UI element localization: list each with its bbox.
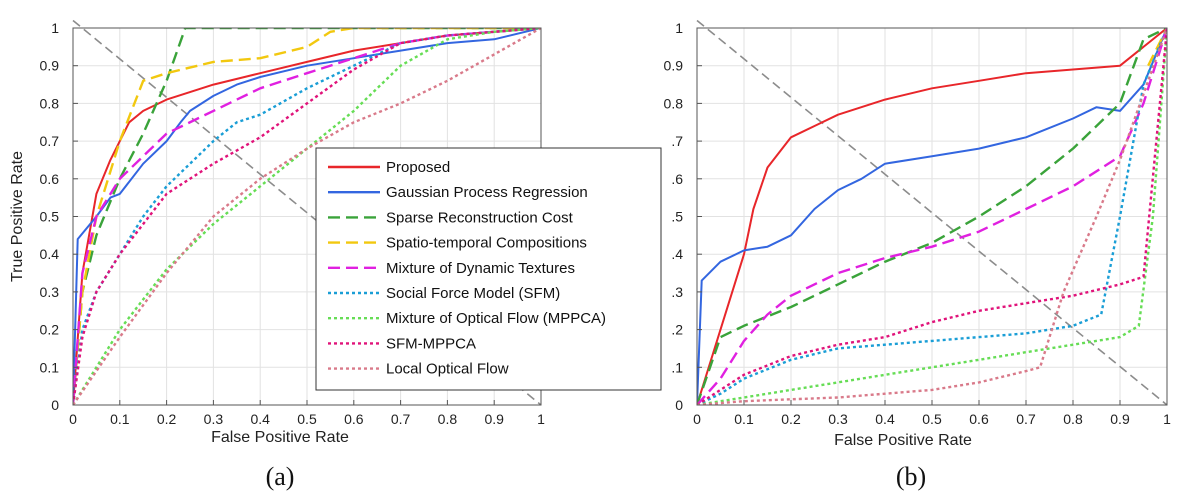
legend-entry-label: Social Force Model (SFM): [386, 285, 560, 302]
series-line-9: [697, 28, 1167, 405]
series-line-4: [1147, 28, 1167, 67]
x-tick-label: 0.5: [922, 411, 942, 427]
y-tick-label: 0.7: [40, 133, 60, 149]
series-line-2: [697, 28, 1167, 405]
x-axis-label: False Positive Rate: [211, 429, 349, 446]
series-line-7: [697, 28, 1167, 405]
legend-entry-label: SFM-MPPCA: [386, 335, 476, 352]
y-tick-label: .3: [671, 284, 683, 300]
x-tick-label: 0.6: [344, 411, 364, 427]
x-tick-label: 0.6: [969, 411, 989, 427]
y-tick-label: 0.8: [40, 95, 60, 111]
y-tick-label: 0.9: [664, 58, 684, 74]
series-line-1: [73, 28, 541, 405]
x-tick-label: 0.7: [391, 411, 411, 427]
x-tick-label: 0: [69, 411, 77, 427]
x-tick-label: 0.4: [875, 411, 895, 427]
y-tick-label: 0.6: [40, 171, 60, 187]
x-tick-label: 0.3: [828, 411, 848, 427]
legend: Proposed Gaussian Process Regression Spars…: [315, 147, 662, 391]
x-tick-label: 0.8: [1063, 411, 1083, 427]
series-line-3: [73, 28, 541, 405]
x-tick-label: 0.7: [1016, 411, 1036, 427]
x-tick-label: 0: [693, 411, 701, 427]
diagonal-reference-line: [696, 19, 1168, 406]
x-tick-label: 0.5: [297, 411, 317, 427]
x-tick-label: 1: [1163, 411, 1171, 427]
series-line-6: [697, 28, 1167, 405]
y-tick-label: .2: [671, 322, 683, 338]
y-tick-label: 0.9: [40, 58, 60, 74]
legend-entry-label: Spatio-temporal Compositions: [386, 235, 587, 252]
x-tick-label: 0.4: [250, 411, 270, 427]
legend-entry-label: Mixture of Dynamic Textures: [386, 260, 575, 277]
y-tick-label: .6: [671, 171, 683, 187]
y-tick-label: 0.4: [40, 246, 60, 262]
x-tick-label: 0.8: [438, 411, 458, 427]
legend-box: [315, 147, 662, 391]
figure-caption: (a): [266, 462, 295, 491]
x-tick-label: 0.2: [157, 411, 177, 427]
series-line-8: [697, 28, 1167, 405]
y-tick-label: .1: [671, 359, 683, 375]
x-tick-label: 1: [537, 411, 545, 427]
x-tick-label: 0.2: [781, 411, 801, 427]
y-axis-label: True Positive Rate: [9, 151, 26, 282]
y-tick-label: 0: [675, 397, 683, 413]
x-tick-label: 0.9: [484, 411, 504, 427]
x-tick-label: 0.3: [204, 411, 224, 427]
y-tick-label: .5: [671, 209, 683, 225]
legend-entry-label: Sparse Reconstruction Cost: [386, 209, 574, 226]
chart-panel-1: 0 0.1 0.2 0.3 0.4 0.5 0.6 0.7 0.8 0.9 1 0 0.1 0.2 0.3 0…: [9, 19, 662, 491]
y-tick-label: .4: [671, 246, 683, 262]
y-tick-label: 0.3: [40, 284, 60, 300]
y-tick-label: .7: [671, 133, 683, 149]
series-line-3: [697, 28, 1167, 405]
legend-entry-label: Local Optical Flow: [386, 361, 509, 378]
chart-panel-2: 0 0.1 0.2 0.3 0.4 0.5 0.6 0.7 0.8 0.9 10.1.2.3.4.5…: [664, 19, 1171, 491]
figure-caption: (b): [896, 462, 926, 491]
y-tick-label: 1: [51, 20, 59, 36]
x-tick-label: 0.1: [110, 411, 130, 427]
legend-entry-label: Proposed: [386, 159, 450, 176]
series-group: [73, 28, 541, 405]
y-tick-label: 0.5: [40, 209, 60, 225]
y-tick-label: 0.8: [664, 95, 684, 111]
series-line-8: [73, 28, 541, 405]
series-line-5: [697, 28, 1167, 405]
y-tick-label: 0: [51, 397, 59, 413]
x-axis-label: False Positive Rate: [834, 432, 972, 449]
x-tick-label: 0.9: [1110, 411, 1130, 427]
x-tick-label: 0.1: [734, 411, 754, 427]
y-tick-label: 1: [675, 20, 683, 36]
series-line-1: [697, 28, 1167, 405]
y-tick-label: 0.2: [40, 322, 60, 338]
series-line-9: [73, 28, 541, 405]
series-group: [697, 28, 1167, 405]
legend-entry-label: Gaussian Process Regression: [386, 184, 588, 201]
series-line-2: [73, 28, 541, 405]
y-tick-label: 0.1: [40, 359, 60, 375]
legend-entry-label: Mixture of Optical Flow (MPPCA): [386, 310, 606, 327]
